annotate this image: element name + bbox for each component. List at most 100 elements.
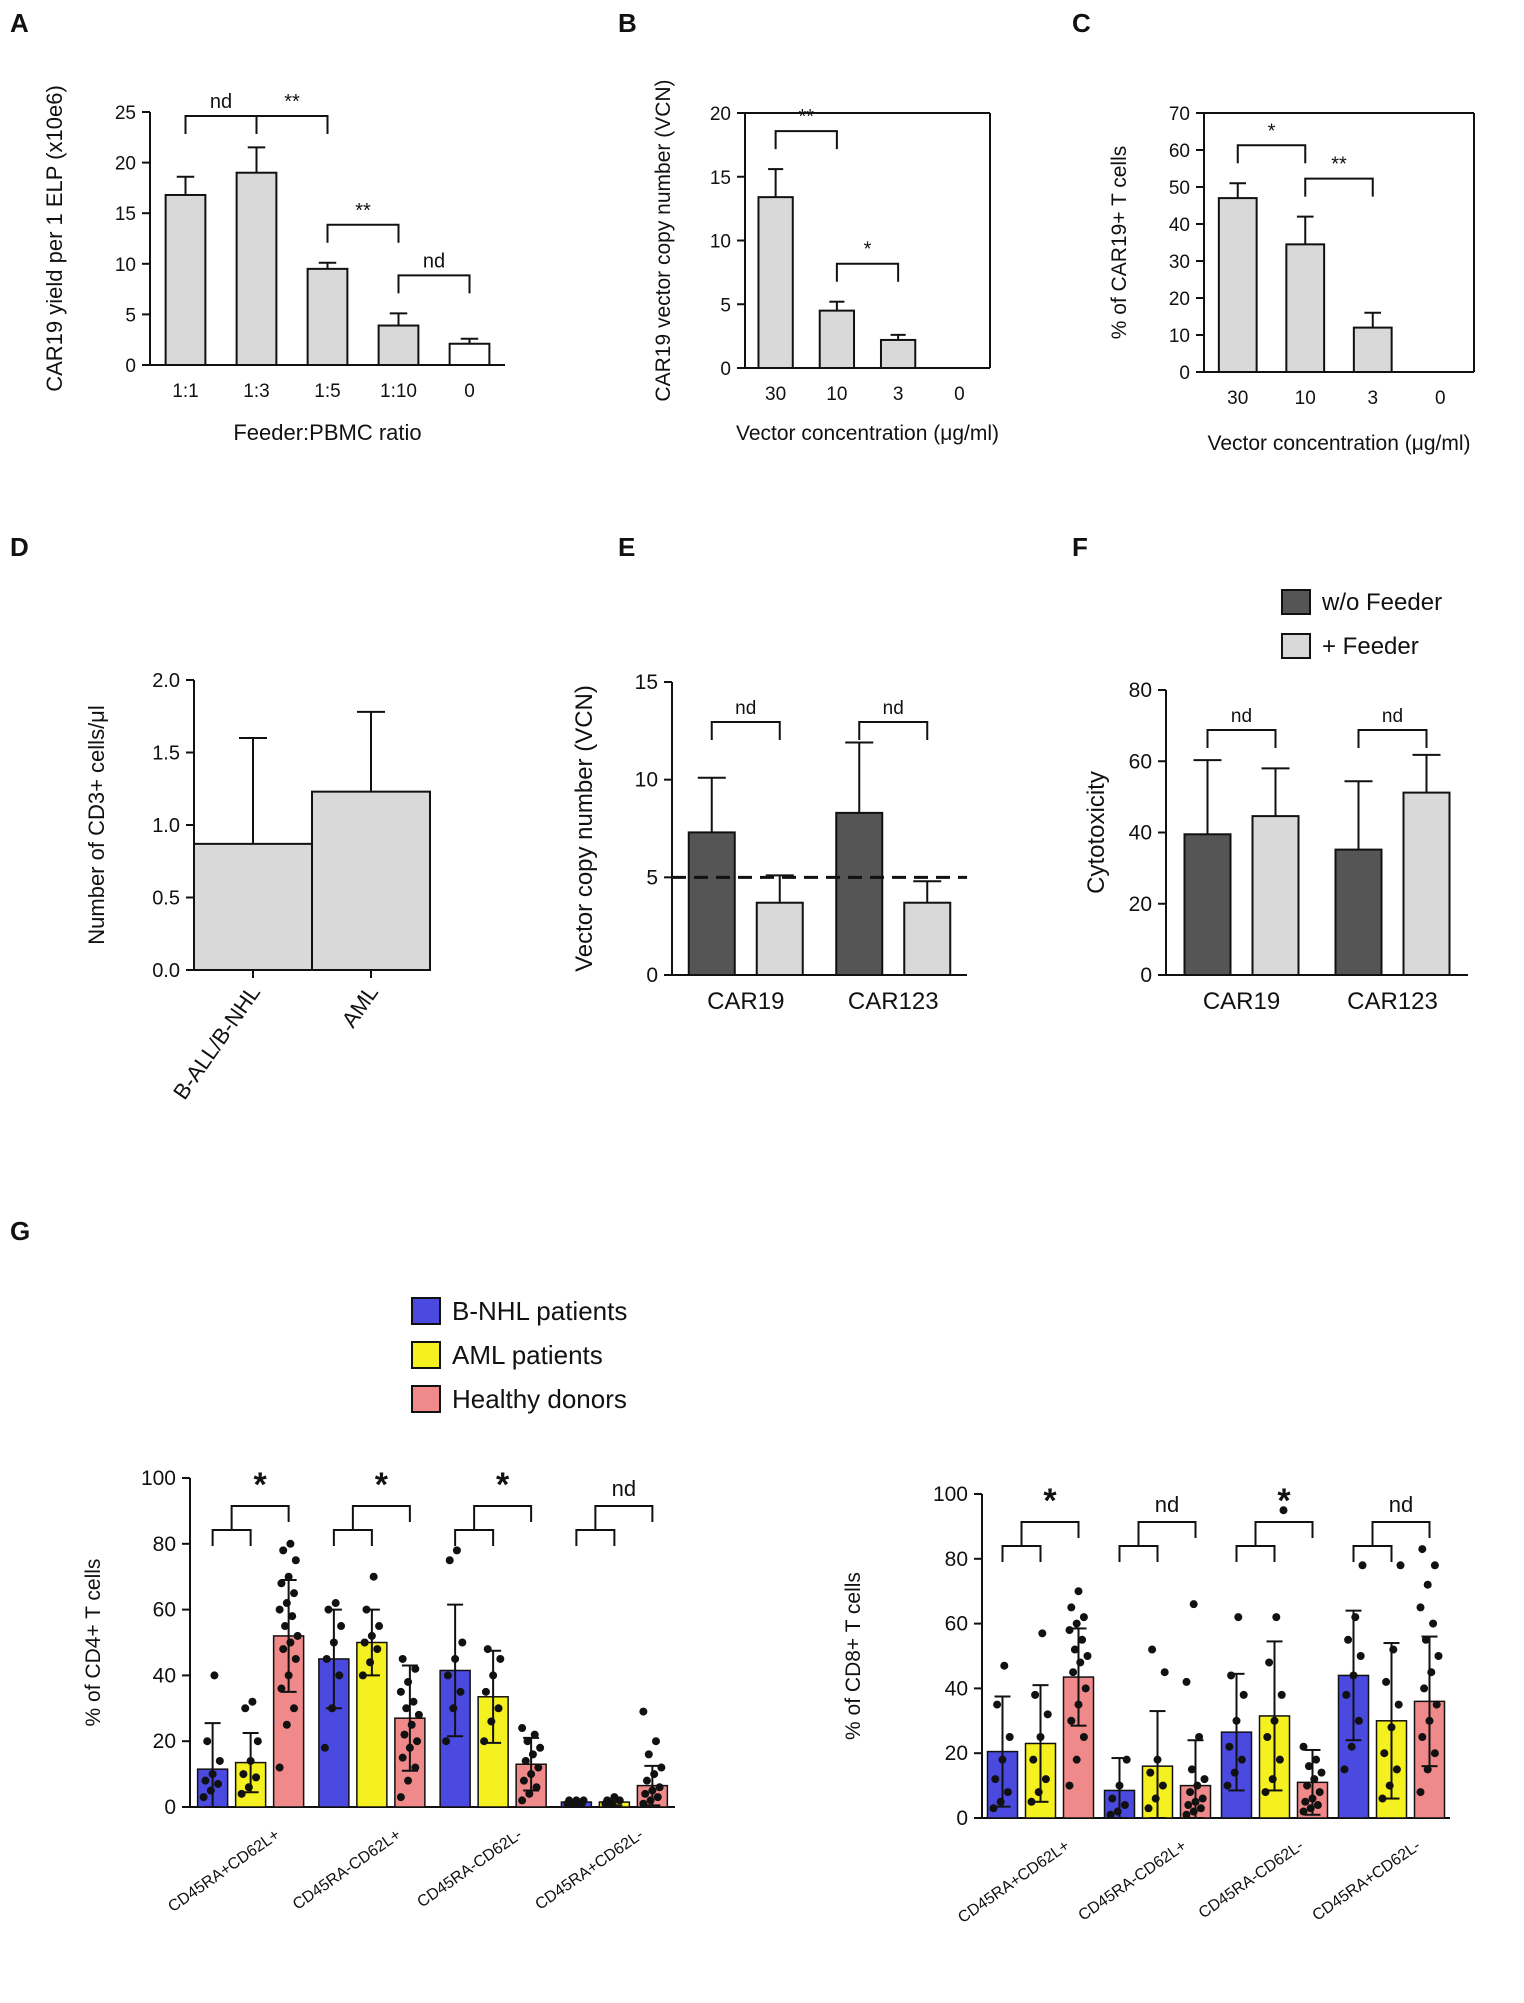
data-point (413, 1737, 422, 1746)
data-point (369, 1572, 378, 1581)
data-point (253, 1737, 262, 1746)
data-point (1306, 1804, 1315, 1813)
data-point (373, 1645, 382, 1654)
data-point (1385, 1781, 1394, 1790)
significance-bracket (454, 1529, 495, 1546)
bar (377, 324, 420, 367)
data-point (1356, 1652, 1365, 1660)
data-point (641, 1789, 650, 1798)
data-point (275, 1763, 284, 1772)
data-point (650, 1770, 659, 1779)
significance-bracket (1236, 144, 1307, 164)
data-point (1187, 1765, 1196, 1774)
y-axis-label: % of CD8+ T cells (842, 1572, 865, 1740)
data-point (1067, 1603, 1076, 1612)
data-point (396, 1687, 405, 1696)
significance-bracket (858, 721, 929, 740)
x-tick-label: 0 (464, 381, 475, 402)
y-tick-label: 40 (1129, 822, 1152, 845)
data-point (496, 1654, 505, 1663)
y-tick-label: 15 (710, 168, 731, 189)
significance-label: nd (1231, 706, 1252, 727)
data-point (1430, 1749, 1439, 1758)
data-point (1279, 1506, 1288, 1515)
panel-label-g: G (10, 1216, 30, 1246)
data-point (1005, 1733, 1014, 1741)
y-tick-label: 60 (945, 1613, 968, 1636)
data-point (1310, 1775, 1319, 1784)
bar (1217, 197, 1258, 373)
data-point (443, 1671, 452, 1680)
y-tick-label: 80 (945, 1548, 968, 1571)
data-point (1079, 1613, 1088, 1622)
significance-label: * (496, 1466, 510, 1504)
x-tick-label: CD45RA+CD62L+ (955, 1837, 1073, 1926)
data-point (1416, 1788, 1425, 1797)
panel-label-e: E (618, 532, 635, 562)
data-point (1158, 1781, 1167, 1790)
bar (818, 309, 856, 369)
data-point (530, 1730, 539, 1739)
y-axis-label: CAR19 yield per 1 ELP (x10e6) (42, 85, 67, 392)
data-point (288, 1612, 297, 1621)
x-tick-label: CD45RA-CD62L+ (290, 1826, 404, 1913)
data-point (284, 1671, 293, 1680)
panel-label-a: A (10, 8, 29, 38)
data-point (291, 1556, 300, 1565)
y-tick-label: 20 (115, 154, 136, 175)
x-tick-label: 3 (893, 384, 904, 405)
y-axis-label: Cytotoxicity (1083, 771, 1110, 894)
data-point (523, 1737, 532, 1746)
bar (311, 790, 431, 972)
significance-bracket (835, 262, 900, 282)
data-point (1196, 1804, 1205, 1813)
data-point (1380, 1749, 1389, 1758)
data-point (400, 1730, 409, 1739)
y-tick-label: 1.0 (152, 815, 180, 837)
data-point (1420, 1684, 1429, 1693)
significance-label: nd (1382, 706, 1403, 727)
data-point (1344, 1635, 1353, 1644)
data-point (1065, 1626, 1074, 1635)
data-point (442, 1737, 451, 1746)
data-point (1200, 1775, 1209, 1784)
data-point (1418, 1545, 1427, 1554)
data-point (1423, 1580, 1432, 1589)
y-tick-label: 0.0 (152, 960, 180, 982)
y-tick-label: 20 (153, 1730, 176, 1753)
data-point (1069, 1668, 1078, 1677)
bar (448, 342, 491, 366)
x-tick-label: CD45RA-CD62L- (1196, 1837, 1307, 1922)
y-tick-label: 5 (720, 295, 731, 316)
legend-swatch (1281, 589, 1311, 615)
significance-bracket (255, 115, 329, 134)
y-tick-label: 20 (1169, 289, 1190, 310)
significance-bracket (184, 115, 258, 134)
data-point (1195, 1733, 1204, 1741)
data-point (642, 1776, 651, 1785)
significance-label: nd (735, 698, 756, 719)
data-point (603, 1796, 612, 1805)
data-point (275, 1605, 284, 1614)
data-point (565, 1796, 574, 1805)
data-point (1421, 1635, 1430, 1644)
x-tick-label: CAR123 (848, 988, 939, 1015)
y-tick-label: 100 (141, 1467, 176, 1490)
chart-a: 0 5 10 15 20 25 CAR19 yield per 1 ELP (x10e6) 1… (42, 85, 505, 445)
data-point (1430, 1561, 1439, 1570)
significance-bracket (1371, 1521, 1431, 1546)
data-point (489, 1671, 498, 1680)
data-point (1146, 1768, 1155, 1777)
y-tick-label: 80 (1129, 679, 1152, 702)
data-point (1349, 1671, 1358, 1680)
bar (235, 171, 278, 366)
x-axis-label: Vector concentration (μg/ml) (736, 422, 999, 445)
y-tick-label: 20 (945, 1742, 968, 1765)
bar (755, 901, 804, 977)
significance-label: ** (798, 106, 814, 128)
significance-bracket (1206, 729, 1277, 748)
legend-label: + Feeder (1322, 633, 1419, 660)
y-tick-label: 10 (1169, 326, 1190, 347)
data-point (279, 1546, 288, 1555)
data-point (1070, 1645, 1079, 1654)
